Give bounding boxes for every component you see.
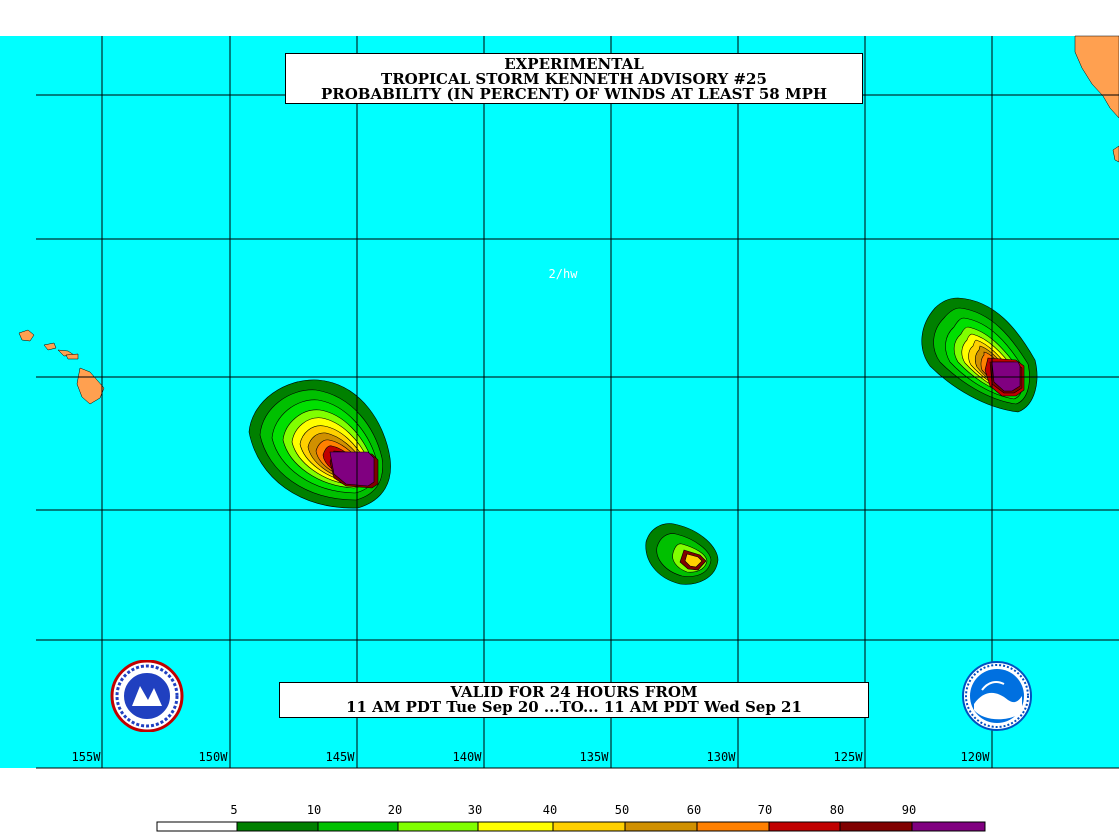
forecaster-initials: 2/hw bbox=[548, 267, 578, 281]
lon-label-130w: 130W bbox=[706, 750, 736, 764]
valid-period-box: VALID FOR 24 HOURS FROM 11 AM PDT Tue Se… bbox=[279, 682, 869, 718]
left-strip bbox=[0, 36, 36, 768]
lon-label-135w: 135W bbox=[579, 750, 609, 764]
legend-swatch bbox=[317, 821, 399, 832]
wind-probability-area-south bbox=[645, 523, 719, 585]
legend-label-20: 20 bbox=[387, 803, 403, 817]
legend-label-50: 50 bbox=[614, 803, 630, 817]
legend-label-10: 10 bbox=[306, 803, 322, 817]
legend-label-40: 40 bbox=[542, 803, 558, 817]
lon-label-155w: 155W bbox=[71, 750, 101, 764]
legend-swatch bbox=[156, 821, 238, 832]
legend-label-90: 90 bbox=[901, 803, 917, 817]
title-line-1: EXPERIMENTAL bbox=[504, 55, 644, 73]
wind-probability-area-west bbox=[248, 379, 391, 509]
legend-label-30: 30 bbox=[467, 803, 483, 817]
legend-label-60: 60 bbox=[686, 803, 702, 817]
lon-label-145w: 145W bbox=[325, 750, 355, 764]
lon-label-125w: 125W bbox=[833, 750, 863, 764]
ocean-background bbox=[36, 36, 1119, 768]
legend-label-80: 80 bbox=[829, 803, 845, 817]
legend-label-70: 70 bbox=[757, 803, 773, 817]
lon-label-140w: 140W bbox=[452, 750, 482, 764]
lon-label-120w: 120W bbox=[960, 750, 990, 764]
wind-probability-area-east bbox=[921, 297, 1038, 413]
legend-swatch bbox=[397, 821, 479, 832]
legend-swatch bbox=[236, 821, 319, 832]
title-line-3: PROBABILITY (IN PERCENT) OF WINDS AT LEA… bbox=[320, 85, 828, 103]
valid-line-1: VALID FOR 24 HOURS FROM bbox=[450, 683, 698, 701]
legend-label-5: 5 bbox=[230, 803, 238, 817]
lon-label-150w: 150W bbox=[198, 750, 228, 764]
legend-swatch bbox=[552, 821, 626, 832]
legend-swatch bbox=[911, 821, 986, 832]
legend-swatch bbox=[768, 821, 841, 832]
nws-logo-icon bbox=[110, 659, 184, 736]
legend-colorbar bbox=[156, 821, 986, 832]
noaa-logo-icon bbox=[962, 660, 1032, 736]
legend-swatch bbox=[696, 821, 770, 832]
title-line-2: TROPICAL STORM KENNETH ADVISORY #25 bbox=[381, 70, 767, 88]
legend-swatch bbox=[839, 821, 913, 832]
lat-lon-grid bbox=[36, 36, 1119, 769]
land-mexico-coast bbox=[1074, 35, 1119, 119]
legend-swatch bbox=[477, 821, 554, 832]
legend-swatch bbox=[624, 821, 698, 832]
valid-line-2: 11 AM PDT Tue Sep 20 ...TO... 11 AM PDT … bbox=[346, 698, 802, 716]
map-title: EXPERIMENTAL TROPICAL STORM KENNETH ADVI… bbox=[285, 53, 863, 104]
land-baja-edge bbox=[1112, 145, 1119, 163]
